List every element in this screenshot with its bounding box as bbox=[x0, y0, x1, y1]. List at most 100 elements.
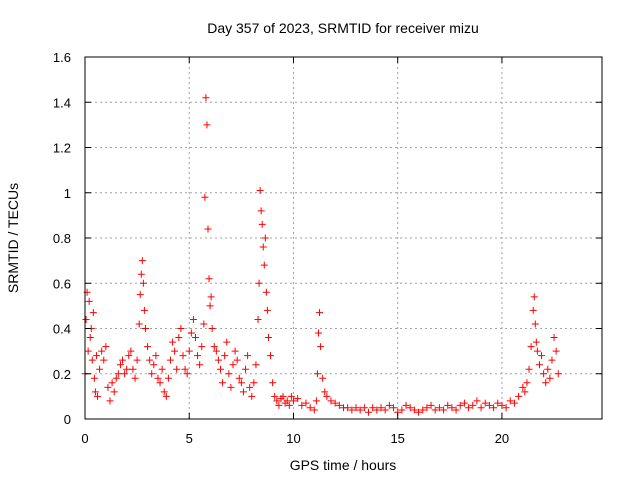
data-point bbox=[321, 388, 329, 396]
data-point bbox=[323, 392, 331, 400]
data-point bbox=[256, 186, 264, 194]
data-point bbox=[314, 329, 322, 337]
data-point bbox=[114, 370, 122, 378]
data-point bbox=[171, 347, 179, 355]
data-point bbox=[473, 397, 481, 405]
data-point bbox=[162, 392, 170, 400]
data-point bbox=[219, 379, 227, 387]
data-point bbox=[112, 374, 120, 382]
data-point bbox=[137, 270, 145, 278]
data-point bbox=[131, 374, 139, 382]
data-point bbox=[529, 306, 537, 314]
data-point bbox=[135, 320, 143, 328]
data-point bbox=[348, 406, 356, 414]
data-point bbox=[123, 365, 131, 373]
data-point bbox=[542, 379, 550, 387]
data-point bbox=[196, 361, 204, 369]
data-point bbox=[506, 397, 514, 405]
data-point bbox=[294, 395, 302, 403]
data-point bbox=[136, 291, 144, 299]
data-point bbox=[402, 401, 410, 409]
data-point bbox=[223, 338, 231, 346]
data-point bbox=[490, 404, 498, 412]
data-point bbox=[261, 234, 269, 242]
data-point bbox=[527, 343, 535, 351]
data-point bbox=[538, 352, 546, 360]
data-point bbox=[98, 347, 106, 355]
data-point bbox=[89, 309, 97, 317]
data-point bbox=[356, 406, 364, 414]
data-point bbox=[202, 94, 210, 102]
data-point bbox=[212, 347, 220, 355]
data-point bbox=[540, 370, 548, 378]
data-point bbox=[456, 401, 464, 409]
axis-ticks: 0 0.2 0.4 0.6 0.8 1 1.2 1.4 1.6 0 5 10 15 20 bbox=[53, 50, 602, 446]
data-point bbox=[255, 279, 263, 287]
y-tick-label: 1 bbox=[64, 186, 71, 201]
data-point bbox=[289, 397, 297, 405]
data-point bbox=[494, 399, 502, 407]
data-point bbox=[254, 315, 262, 323]
data-point bbox=[279, 392, 287, 400]
data-point bbox=[481, 399, 489, 407]
data-point bbox=[82, 315, 90, 323]
data-point bbox=[177, 325, 185, 332]
data-point bbox=[285, 401, 293, 409]
data-point bbox=[510, 399, 518, 407]
data-points bbox=[81, 94, 562, 416]
data-point bbox=[331, 399, 339, 407]
data-point bbox=[92, 352, 100, 360]
y-tick-label: 1.4 bbox=[53, 95, 71, 110]
data-point bbox=[427, 401, 435, 409]
data-point bbox=[235, 374, 243, 382]
y-tick-label: 1.2 bbox=[53, 141, 71, 156]
data-point bbox=[246, 383, 254, 391]
data-point bbox=[237, 379, 245, 387]
data-point bbox=[160, 388, 168, 396]
x-tick-label: 15 bbox=[390, 431, 404, 446]
data-point bbox=[423, 404, 431, 412]
data-point bbox=[262, 288, 270, 296]
data-point bbox=[90, 374, 98, 382]
data-point bbox=[440, 406, 448, 414]
data-point bbox=[84, 347, 92, 355]
data-point bbox=[327, 397, 335, 405]
y-tick-label: 0.2 bbox=[53, 367, 71, 382]
data-point bbox=[485, 401, 493, 409]
data-point bbox=[498, 401, 506, 409]
data-point bbox=[187, 329, 195, 337]
data-point bbox=[125, 352, 133, 360]
data-point bbox=[181, 365, 189, 373]
data-point bbox=[225, 370, 233, 378]
data-point bbox=[531, 320, 539, 328]
data-point bbox=[164, 374, 172, 382]
data-point bbox=[191, 334, 199, 342]
y-tick-label: 1.6 bbox=[53, 50, 71, 65]
data-point bbox=[127, 347, 135, 355]
data-point bbox=[465, 404, 473, 412]
data-point bbox=[185, 347, 193, 355]
data-point bbox=[419, 406, 427, 414]
data-point bbox=[133, 356, 141, 364]
data-point bbox=[260, 261, 268, 269]
data-point bbox=[203, 121, 211, 129]
data-point bbox=[169, 338, 177, 346]
data-point bbox=[206, 302, 214, 310]
data-point bbox=[532, 338, 540, 346]
data-point bbox=[88, 356, 96, 364]
data-point bbox=[410, 406, 418, 414]
data-point bbox=[263, 306, 271, 314]
data-point bbox=[352, 404, 360, 412]
data-point bbox=[201, 193, 209, 201]
data-point bbox=[317, 343, 325, 351]
data-point bbox=[344, 404, 352, 412]
chart-title: Day 357 of 2023, SRMTID for receiver miz… bbox=[207, 20, 479, 36]
data-point bbox=[86, 334, 94, 342]
data-point bbox=[227, 383, 235, 391]
data-point bbox=[319, 374, 327, 382]
data-point bbox=[435, 404, 443, 412]
data-point bbox=[156, 379, 164, 387]
data-point bbox=[139, 279, 147, 287]
data-point bbox=[406, 404, 414, 412]
